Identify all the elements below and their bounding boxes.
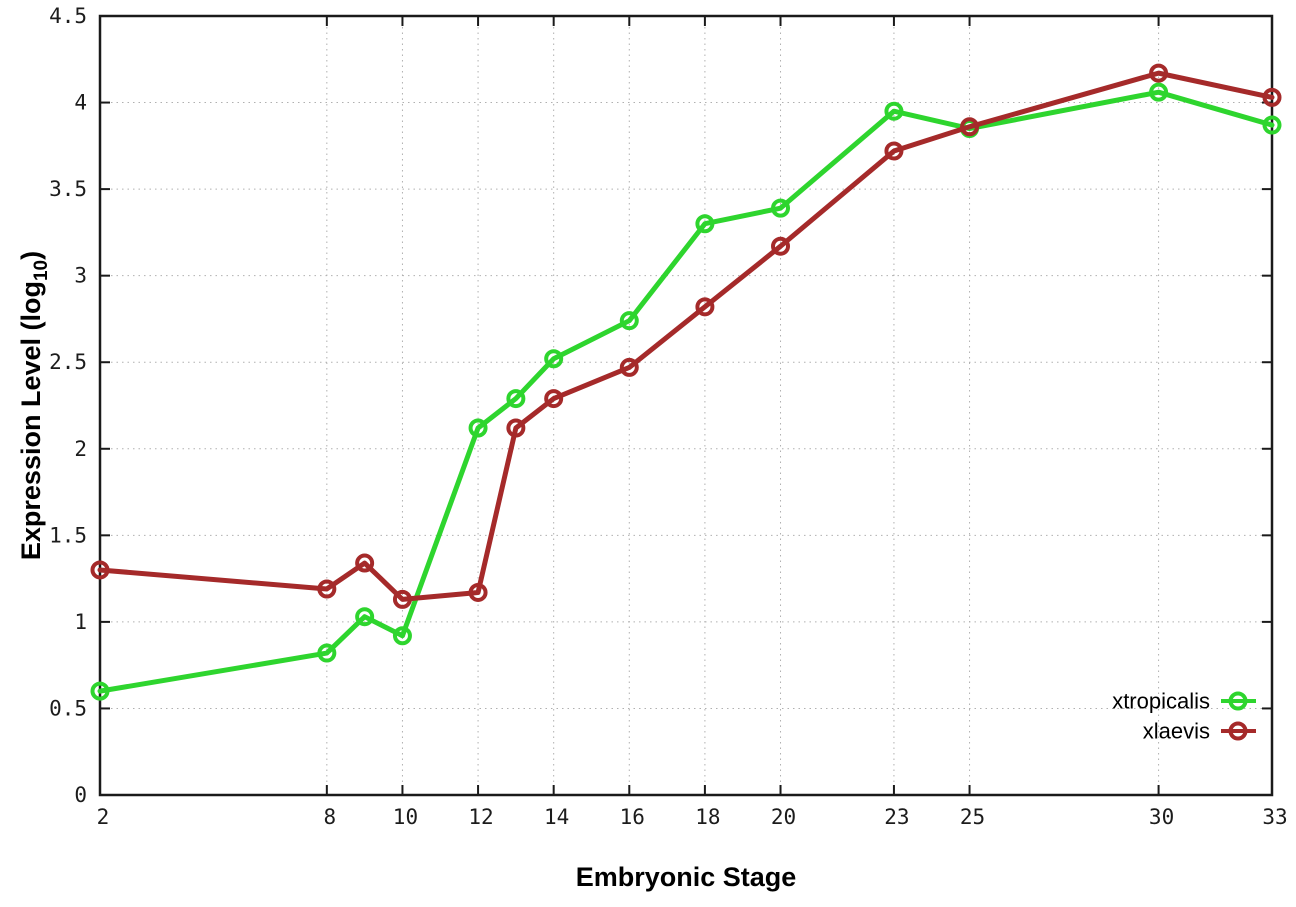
- series-marker: [695, 297, 715, 317]
- series-marker: [695, 214, 715, 234]
- legend-label: xtropicalis: [1112, 689, 1210, 714]
- series-line: [97, 89, 1275, 694]
- series-marker: [1149, 63, 1169, 83]
- x-axis-label: Embryonic Stage: [576, 862, 797, 892]
- series-marker: [392, 626, 412, 646]
- x-tick-label: 20: [771, 805, 796, 829]
- series-marker: [619, 357, 639, 377]
- series-marker: [544, 349, 564, 369]
- series-marker: [960, 117, 980, 137]
- series-marker: [884, 101, 904, 121]
- series-marker: [771, 198, 791, 218]
- series-marker: [317, 579, 337, 599]
- x-tick-label: 25: [960, 805, 985, 829]
- x-tick-label: 2: [97, 805, 110, 829]
- y-tick-label: 1: [74, 610, 87, 634]
- legend-marker-icon: [1228, 721, 1248, 741]
- y-tick-label: 2: [74, 437, 87, 461]
- series-marker: [544, 389, 564, 409]
- series-marker: [392, 589, 412, 609]
- x-tick-label: 10: [393, 805, 418, 829]
- series-marker: [90, 560, 110, 580]
- series-marker: [1262, 87, 1282, 107]
- y-tick-label: 4: [74, 91, 87, 115]
- series-marker: [468, 582, 488, 602]
- series-marker: [506, 389, 526, 409]
- y-tick-label: 4.5: [49, 4, 87, 28]
- series-marker: [468, 418, 488, 438]
- y-tick-label: 3: [74, 264, 87, 288]
- y-tick-label: 0.5: [49, 696, 87, 720]
- legend-label: xlaevis: [1143, 719, 1210, 744]
- x-tick-label: 33: [1262, 805, 1287, 829]
- x-tick-label: 18: [695, 805, 720, 829]
- y-axis-label: Expression Level (log10): [16, 251, 52, 560]
- x-tick-label: 14: [544, 805, 569, 829]
- y-tick-label: 0: [74, 783, 87, 807]
- legend-marker-icon: [1228, 691, 1248, 711]
- series-marker: [90, 681, 110, 701]
- x-tick-label: 23: [884, 805, 909, 829]
- x-tick-label: 16: [620, 805, 645, 829]
- series-xtropicalis: [90, 82, 1282, 701]
- series-marker: [1262, 115, 1282, 135]
- y-tick-label: 3.5: [49, 177, 87, 201]
- series-xlaevis: [90, 63, 1282, 609]
- series-marker: [884, 141, 904, 161]
- x-tick-label: 12: [468, 805, 493, 829]
- x-tick-label: 8: [324, 805, 337, 829]
- series-marker: [355, 553, 375, 573]
- series-marker: [771, 236, 791, 256]
- series-marker: [619, 311, 639, 331]
- grid: [99, 15, 1273, 796]
- x-tick-label: 30: [1149, 805, 1174, 829]
- legend: xtropicalis xlaevis: [1112, 689, 1256, 744]
- y-tick-label: 1.5: [49, 523, 87, 547]
- legend-entry-xtropicalis: xtropicalis: [1112, 689, 1256, 714]
- y-tick-label: 2.5: [49, 350, 87, 374]
- series-marker: [317, 643, 337, 663]
- series-marker: [355, 607, 375, 627]
- plot-border: [98, 14, 1274, 797]
- series-line: [97, 70, 1275, 602]
- axis-ticks: [99, 15, 1273, 796]
- series-marker: [506, 418, 526, 438]
- legend-entry-xlaevis: xlaevis: [1143, 719, 1256, 744]
- series-marker: [1149, 82, 1169, 102]
